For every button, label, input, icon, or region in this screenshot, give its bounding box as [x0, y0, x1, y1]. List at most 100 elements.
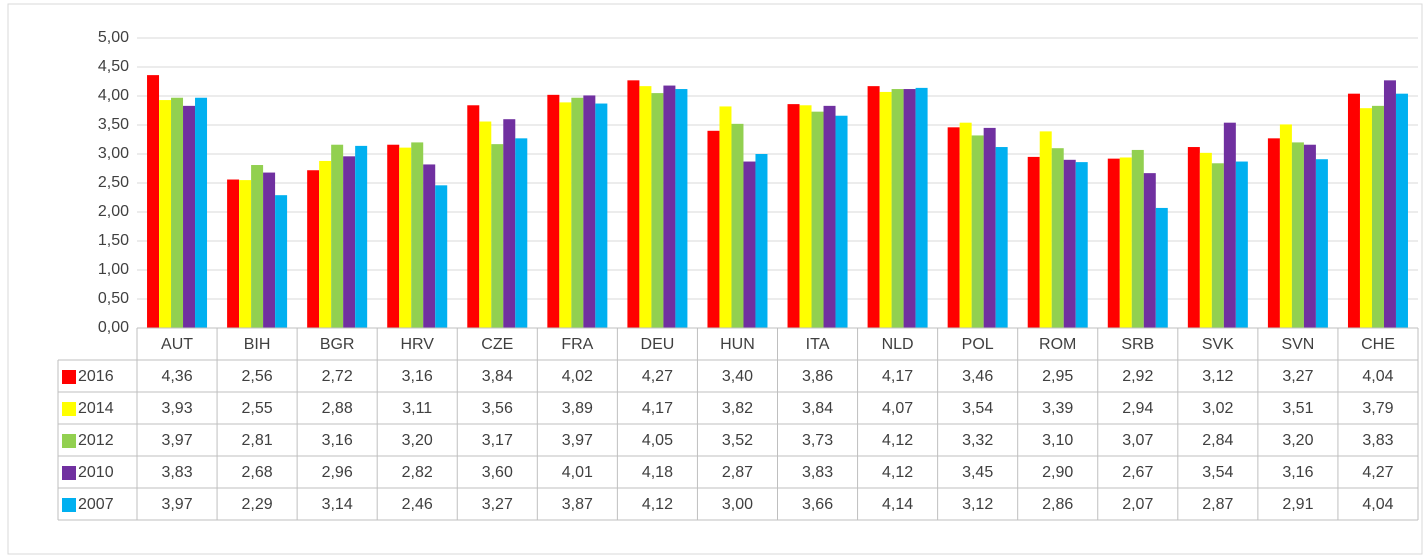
bar [1131, 149, 1144, 328]
table-value: 2,95 [1042, 368, 1073, 385]
y-tick-label: 5,00 [98, 29, 129, 46]
table-value: 4,12 [882, 464, 913, 481]
bar [1187, 147, 1200, 328]
table-value: 2,56 [242, 368, 273, 385]
bar [971, 135, 984, 328]
table-value: 4,12 [882, 432, 913, 449]
x-tick-label: HUN [720, 336, 755, 353]
bar [1143, 173, 1156, 328]
table-value: 3,89 [562, 400, 593, 417]
bar [1027, 156, 1040, 328]
x-tick-label: POL [962, 336, 994, 353]
table-value: 2,84 [1202, 432, 1233, 449]
table-value: 3,27 [1282, 368, 1313, 385]
table-value: 4,17 [882, 368, 913, 385]
table-value: 4,14 [882, 496, 913, 513]
bar [835, 115, 848, 328]
y-tick-label: 0,50 [98, 290, 129, 307]
table-value: 3,12 [962, 496, 993, 513]
table-value: 2,96 [322, 464, 353, 481]
bar [651, 93, 664, 328]
x-tick-label: DEU [641, 336, 675, 353]
legend-label: 2014 [78, 400, 114, 417]
table-value: 4,07 [882, 400, 913, 417]
y-tick-label: 2,00 [98, 203, 129, 220]
table-value: 3,14 [322, 496, 353, 513]
table-value: 3,83 [1362, 432, 1393, 449]
table-value: 3,12 [1202, 368, 1233, 385]
table-value: 3,83 [161, 464, 192, 481]
bar [1107, 158, 1120, 328]
bar [1223, 122, 1236, 329]
table-value: 3,16 [402, 368, 433, 385]
bar [903, 89, 916, 328]
y-tick-label: 1,50 [98, 232, 129, 249]
legend-label: 2016 [78, 368, 114, 385]
bar [811, 111, 824, 328]
bar [639, 86, 652, 328]
table-value: 3,87 [562, 496, 593, 513]
table-value: 3,54 [962, 400, 993, 417]
table-value: 2,94 [1122, 400, 1153, 417]
table-value: 3,97 [161, 496, 192, 513]
table-value: 3,97 [562, 432, 593, 449]
table-value: 4,27 [642, 368, 673, 385]
table-value: 3,17 [482, 432, 513, 449]
legend-swatch [62, 402, 76, 416]
y-tick-label: 4,50 [98, 58, 129, 75]
bar [1359, 108, 1372, 329]
bar [1267, 138, 1280, 328]
table-value: 2,82 [402, 464, 433, 481]
bar [947, 127, 960, 328]
legend-swatch [62, 498, 76, 512]
bar [959, 122, 972, 329]
bar [1371, 105, 1384, 328]
bar [915, 87, 928, 328]
bar [159, 100, 172, 328]
legend-label: 2007 [78, 496, 114, 513]
bar [491, 144, 504, 328]
table-value: 3,82 [722, 400, 753, 417]
table-value: 3,16 [1282, 464, 1313, 481]
bar [343, 156, 356, 328]
bar [479, 121, 492, 329]
bar [251, 165, 264, 328]
bar [867, 86, 880, 328]
bar [1347, 93, 1360, 329]
bar [227, 179, 240, 328]
bar [1155, 207, 1168, 328]
bar [663, 85, 676, 328]
bar [399, 147, 412, 328]
bar [239, 180, 252, 328]
bar [1303, 144, 1316, 328]
bar [423, 164, 436, 328]
table-value: 3,27 [482, 496, 513, 513]
bar [983, 127, 996, 329]
x-tick-label: SRB [1121, 336, 1154, 353]
bar [583, 95, 596, 328]
bar [755, 154, 768, 328]
bar [1291, 142, 1304, 328]
bar [595, 103, 608, 328]
x-tick-label: NLD [882, 336, 914, 353]
table-value: 4,17 [642, 400, 673, 417]
bar [147, 75, 160, 329]
table-value: 3,45 [962, 464, 993, 481]
bar [743, 161, 756, 328]
table-value: 3,60 [482, 464, 513, 481]
y-tick-label: 3,00 [98, 145, 129, 162]
bar [319, 160, 332, 328]
table-value: 2,87 [722, 464, 753, 481]
table-value: 3,79 [1362, 400, 1393, 417]
table-value: 2,55 [242, 400, 273, 417]
table-value: 3,97 [161, 432, 192, 449]
bar [731, 123, 744, 328]
y-tick-label: 1,00 [98, 261, 129, 278]
bar [1211, 163, 1224, 328]
bar [1063, 159, 1076, 328]
table-value: 3,32 [962, 432, 993, 449]
bar [1383, 80, 1396, 328]
bar [355, 145, 368, 328]
table-value: 3,46 [962, 368, 993, 385]
